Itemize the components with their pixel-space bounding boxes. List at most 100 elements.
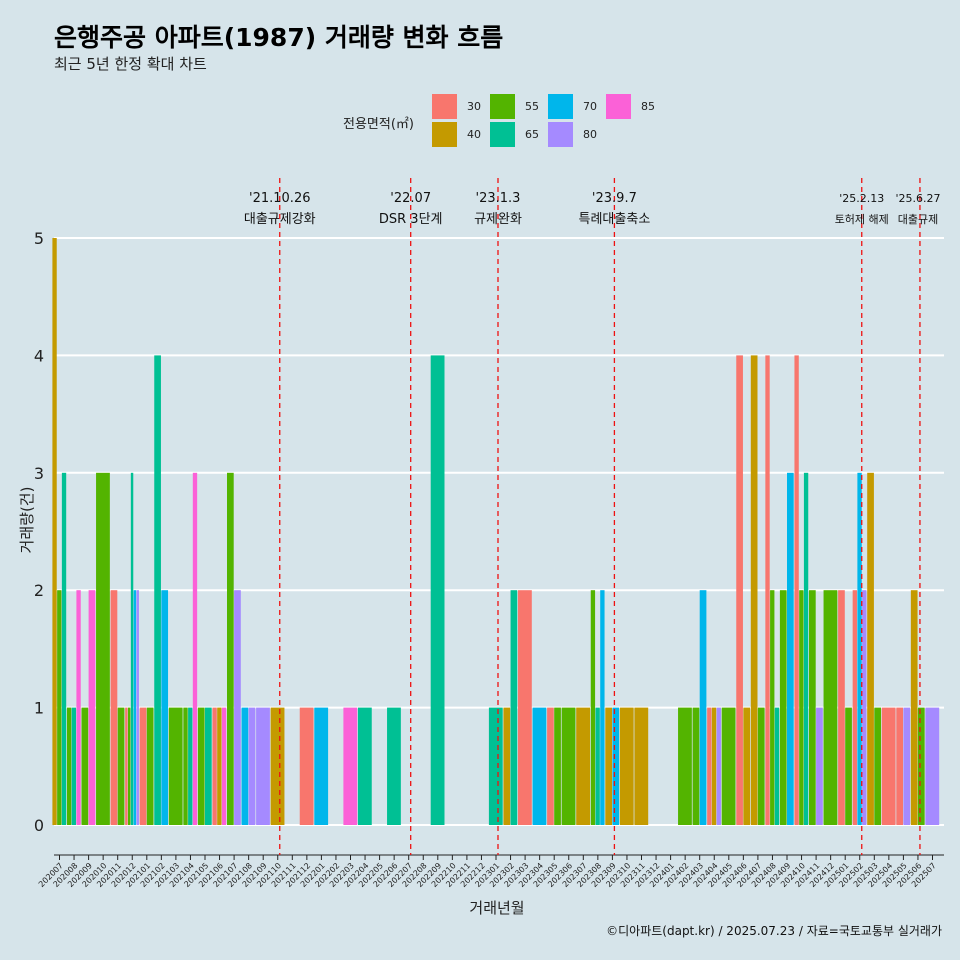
bar-202105-65 — [205, 707, 212, 825]
bar-202008-65 — [71, 707, 77, 825]
y-tick-label: 5 — [34, 229, 44, 248]
event-date: '21.10.26 — [249, 191, 310, 206]
bar-202107-80 — [234, 590, 241, 825]
bar-202407-40 — [750, 355, 758, 825]
bar-202011-55 — [117, 707, 125, 825]
legend-title: 전용면적(㎡) — [343, 117, 414, 132]
legend-label: 80 — [583, 128, 597, 141]
bar-202104-65 — [188, 707, 193, 825]
bar-202012-80 — [136, 590, 139, 825]
bar-202507-80 — [925, 707, 940, 825]
bar-202409-55 — [779, 590, 787, 825]
bar-202209-65 — [430, 355, 445, 825]
x-axis-title: 거래년월 — [469, 899, 524, 917]
bar-202304-70 — [532, 707, 547, 825]
bar-202301-65 — [488, 707, 503, 825]
bar-202406-30 — [736, 355, 743, 825]
bar-202009-85 — [88, 590, 96, 825]
event-label: 대출규제강화 — [244, 212, 316, 227]
bar-202404-30 — [707, 707, 712, 825]
bar-202011-30 — [110, 590, 118, 825]
bar-202112-30 — [299, 707, 314, 825]
bar-202410-65 — [803, 472, 809, 825]
bar-202302-65 — [510, 590, 518, 825]
bar-202206-65 — [387, 707, 401, 825]
bar-202311-40 — [634, 707, 649, 825]
bar-202203-85 — [343, 707, 358, 825]
bar-202411-55 — [809, 590, 816, 825]
bar-202008-55 — [66, 707, 72, 825]
bar-202101-30 — [139, 707, 147, 825]
bar-202412-55 — [823, 590, 838, 825]
bar-202307-40 — [576, 707, 590, 825]
event-date: '22.07 — [390, 191, 431, 206]
event-label: 토허제 해제 — [835, 212, 889, 226]
event-label: 특례대출축소 — [579, 212, 651, 227]
bar-202502-80 — [862, 590, 867, 825]
bar-202108-70 — [241, 707, 249, 825]
bar-202310-40 — [619, 707, 634, 825]
bar-202504-30 — [881, 707, 896, 825]
bar-202501-30 — [838, 590, 845, 825]
y-tick-label: 4 — [34, 346, 44, 365]
bar-202108-80 — [248, 707, 256, 825]
bar-202404-40 — [711, 707, 717, 825]
source-caption: ©디아파트(dapt.kr) / 2025.07.23 / 자료=국토교통부 실… — [606, 924, 942, 938]
legend-key — [490, 94, 515, 119]
bar-202103-55 — [168, 707, 183, 825]
bar-202009-55 — [81, 707, 89, 825]
bar-202012-55 — [127, 707, 131, 825]
bar-202101-55 — [146, 707, 154, 825]
legend-label: 30 — [467, 100, 481, 113]
bar-202201-70 — [314, 707, 329, 825]
bar-202501-55 — [845, 707, 852, 825]
bar-202308-70 — [600, 590, 605, 825]
bar-202410-55 — [799, 590, 804, 825]
bar-202408-30 — [765, 355, 770, 825]
event-label: 규제완화 — [474, 212, 522, 227]
y-axis-title: 거래량(건) — [18, 487, 36, 554]
bar-202109-80 — [256, 707, 270, 825]
bar-202408-65 — [774, 707, 780, 825]
legend-label: 65 — [525, 128, 539, 141]
bar-202503-40 — [867, 472, 874, 825]
event-date: '25.2.13 — [839, 192, 884, 205]
bar-202308-55 — [590, 590, 596, 825]
bar-202407-55 — [757, 707, 765, 825]
bar-202403-70 — [699, 590, 707, 825]
event-label: DSR 3단계 — [379, 212, 443, 227]
chart-subtitle: 최근 5년 한정 확대 차트 — [54, 55, 207, 73]
y-tick-label: 2 — [34, 581, 44, 600]
bar-202104-85 — [192, 472, 198, 825]
bar-202308-65 — [595, 707, 600, 825]
bar-202106-40 — [217, 707, 222, 825]
bar-202505-80 — [903, 707, 911, 825]
y-tick-label: 1 — [34, 699, 44, 718]
bar-202306-55 — [561, 707, 576, 825]
bar-202302-40 — [503, 707, 511, 825]
legend-key — [432, 94, 457, 119]
bar-202104-55 — [183, 707, 188, 825]
bar-202405-55 — [721, 707, 736, 825]
bar-202410-30 — [794, 355, 799, 825]
event-date: '23.1.3 — [476, 191, 521, 206]
bar-202309-70 — [612, 707, 620, 825]
bar-202007-55 — [57, 590, 62, 825]
bar-202403-55 — [692, 707, 700, 825]
bar-202007-40 — [52, 238, 57, 825]
bar-202408-55 — [770, 590, 775, 825]
bar-202012-30 — [125, 707, 128, 825]
legend-key — [548, 94, 573, 119]
bar-202409-70 — [787, 472, 794, 825]
bar-202305-30 — [547, 707, 554, 825]
legend-label: 55 — [525, 100, 539, 113]
bar-202303-30 — [518, 590, 532, 825]
bar-202404-80 — [716, 707, 721, 825]
legend-label: 70 — [583, 100, 597, 113]
bar-202107-55 — [227, 472, 234, 825]
bar-202105-55 — [197, 707, 205, 825]
bar-202503-55 — [874, 707, 881, 825]
legend-label: 85 — [641, 100, 655, 113]
chart-title: 은행주공 아파트(1987) 거래량 변화 흐름 — [54, 23, 504, 52]
bar-202506-55 — [917, 707, 925, 825]
